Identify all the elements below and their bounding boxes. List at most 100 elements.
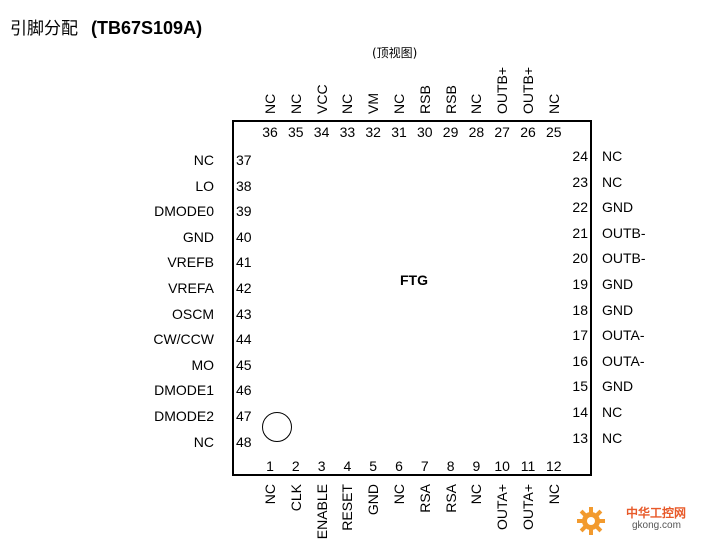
pin-label-right: NC — [602, 173, 623, 190]
pin-label-right: OUTA- — [602, 327, 645, 344]
pin-number-top: 26 — [520, 124, 536, 140]
pin-number-right: 13 — [572, 429, 588, 446]
pin-number-bottom: 2 — [291, 458, 300, 474]
pin-label-left: VREFA — [168, 280, 214, 296]
pin-number-right: 24 — [572, 148, 588, 164]
page-title: 引脚分配 (TB67S109A) — [10, 14, 202, 39]
pin-number-bottom: 1 — [266, 458, 274, 474]
pin-label-left: GND — [182, 228, 214, 245]
pin-number-bottom: 10 — [494, 458, 510, 474]
pin-label-left: CW/CCW — [153, 331, 214, 348]
watermark-url: gkong.com — [632, 520, 681, 531]
pin-label-left: MO — [191, 356, 214, 373]
pin-number-bottom: 11 — [520, 458, 536, 474]
pin-number-top: 35 — [288, 124, 304, 140]
watermark-text: 中华工控网 — [626, 506, 687, 520]
pin-label-bottom: GND — [365, 484, 382, 516]
pin-label-top: NC — [339, 93, 356, 114]
pin-number-top: 29 — [442, 124, 459, 140]
pin-label-top: OUTB+ — [520, 66, 536, 114]
pin-label-right: OUTB- — [602, 224, 646, 241]
pin-label-bottom: NC — [391, 484, 407, 505]
pin-number-right: 19 — [572, 276, 588, 292]
pin-number-left: 44 — [236, 331, 252, 348]
pin-number-right: 23 — [572, 173, 588, 190]
pin-label-right: GND — [602, 301, 634, 318]
pin-label-right: NC — [602, 429, 623, 446]
pin-number-left: 43 — [236, 305, 252, 322]
pin-number-left: 45 — [236, 356, 252, 373]
view-label: (顶视图) — [372, 46, 418, 60]
pin-label-bottom: OUTA+ — [494, 484, 511, 531]
pin-label-bottom: OUTA+ — [520, 484, 536, 531]
pin-label-right: OUTB- — [602, 250, 646, 267]
pin-label-left: DMODE2 — [154, 408, 214, 424]
pin-number-bottom: 12 — [546, 458, 562, 474]
pin-label-left: VREFB — [167, 254, 214, 271]
pin-label-bottom: RSA — [416, 484, 433, 513]
pin-number-bottom: 9 — [472, 458, 481, 474]
pin-number-left: 40 — [236, 228, 252, 245]
pin-number-right: 22 — [572, 199, 588, 216]
pin-number-left: 37 — [236, 152, 252, 168]
pin-number-top: 36 — [262, 124, 278, 140]
pin-number-bottom: 5 — [369, 458, 378, 474]
pin-number-top: 27 — [494, 124, 510, 140]
pin-number-right: 16 — [572, 352, 588, 369]
pin-number-top: 34 — [313, 124, 330, 140]
gear-icon — [577, 507, 605, 535]
pin-label-top: VCC — [313, 84, 330, 114]
pin-number-left: 38 — [236, 177, 252, 194]
chip-outline — [232, 120, 592, 476]
pin-label-right: GND — [602, 276, 634, 292]
pin-label-bottom: NC — [545, 484, 562, 505]
pin-number-bottom: 3 — [317, 458, 326, 474]
pin-label-bottom: CLK — [287, 484, 304, 512]
pin-number-right: 15 — [572, 378, 588, 395]
pin-label-top: RSB — [416, 85, 433, 114]
pin-label-top: VM — [365, 93, 382, 114]
pin-number-left: 48 — [236, 433, 252, 450]
pin-number-top: 31 — [391, 124, 407, 140]
pin-label-top: NC — [287, 93, 304, 114]
pin-label-top: NC — [545, 93, 562, 114]
pin-label-left: LO — [195, 177, 214, 194]
pin-number-right: 21 — [572, 224, 588, 241]
pin-number-left: 42 — [236, 280, 252, 296]
pin-number-left: 47 — [236, 408, 252, 424]
pin-label-bottom: ENABLE — [313, 484, 330, 540]
pin-label-left: DMODE0 — [154, 203, 214, 220]
title-cn: 引脚分配 — [10, 19, 78, 39]
pin-label-bottom: RESET — [339, 484, 356, 531]
pin-label-left: NC — [193, 152, 214, 168]
pin-label-right: OUTA- — [602, 352, 645, 369]
pin-label-bottom: NC — [468, 484, 485, 505]
pin-number-right: 14 — [572, 404, 588, 420]
pin-label-top: RSB — [442, 85, 459, 114]
pin-label-right: NC — [602, 404, 623, 420]
pin-number-top: 25 — [546, 124, 562, 140]
title-model: (TB67S109A) — [91, 18, 203, 38]
pin-number-right: 18 — [572, 301, 588, 318]
pin-label-top: NC — [468, 93, 485, 114]
pin-number-top: 33 — [339, 124, 356, 140]
pin-number-top: 30 — [417, 124, 433, 140]
pin-label-bottom: RSA — [442, 484, 459, 513]
pin-label-bottom: NC — [262, 484, 278, 505]
pin-label-top: NC — [262, 93, 278, 114]
pin-number-left: 41 — [236, 254, 252, 271]
pin-label-left: OSCM — [172, 305, 214, 322]
pin-number-bottom: 4 — [343, 458, 352, 474]
pin-number-bottom: 6 — [395, 458, 403, 474]
pin-label-left: NC — [193, 433, 214, 450]
pin-label-top: OUTB+ — [494, 66, 511, 114]
pin-label-left: DMODE1 — [154, 382, 214, 399]
package-label: FTG — [400, 272, 428, 288]
pin-number-top: 32 — [365, 124, 381, 140]
pin-number-top: 28 — [468, 124, 485, 140]
pin1-marker — [262, 412, 292, 442]
pin-label-top: NC — [391, 93, 407, 114]
pin-number-right: 17 — [572, 327, 588, 344]
pin-label-right: GND — [602, 199, 634, 216]
pin-number-left: 46 — [236, 382, 252, 399]
